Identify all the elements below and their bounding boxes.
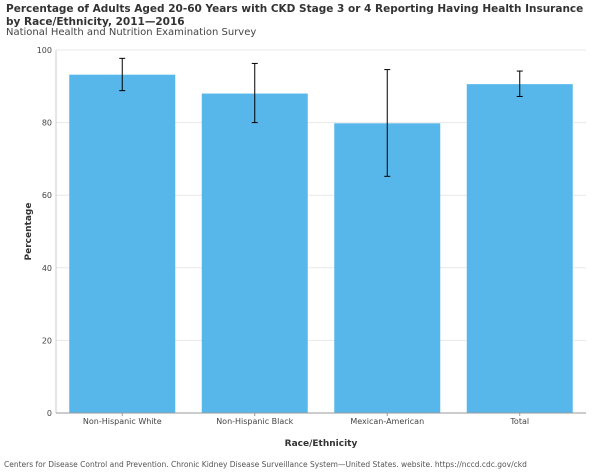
y-tick-label: 0 bbox=[47, 409, 52, 418]
y-axis-label: Percentage bbox=[24, 203, 34, 261]
error-bars bbox=[119, 57, 523, 177]
x-tick-label: Non-Hispanic Black bbox=[216, 417, 293, 426]
y-tick-label: 80 bbox=[42, 119, 52, 128]
x-axis-label: Race/Ethnicity bbox=[285, 439, 358, 449]
x-tick-label: Total bbox=[509, 417, 529, 426]
y-tick-label: 100 bbox=[37, 46, 52, 55]
bar bbox=[466, 84, 573, 413]
y-tick-label: 60 bbox=[42, 191, 52, 200]
bar bbox=[201, 93, 308, 413]
chart-subtitle: National Health and Nutrition Examinatio… bbox=[6, 27, 257, 38]
x-tick-label: Mexican-American bbox=[350, 417, 424, 426]
y-tick-label: 40 bbox=[42, 264, 52, 273]
bar bbox=[69, 74, 176, 414]
source-citation: Centers for Disease Control and Preventi… bbox=[4, 460, 527, 469]
x-tick-label: Non-Hispanic White bbox=[83, 417, 162, 426]
y-tick-label: 20 bbox=[42, 336, 52, 345]
bars bbox=[69, 74, 573, 414]
axes: 0 20 40 60 80 100 Non-Hispanic White Non-Hispan… bbox=[37, 46, 586, 426]
chart-title: Percentage of Adults Aged 20-60 Years wi… bbox=[6, 3, 584, 28]
